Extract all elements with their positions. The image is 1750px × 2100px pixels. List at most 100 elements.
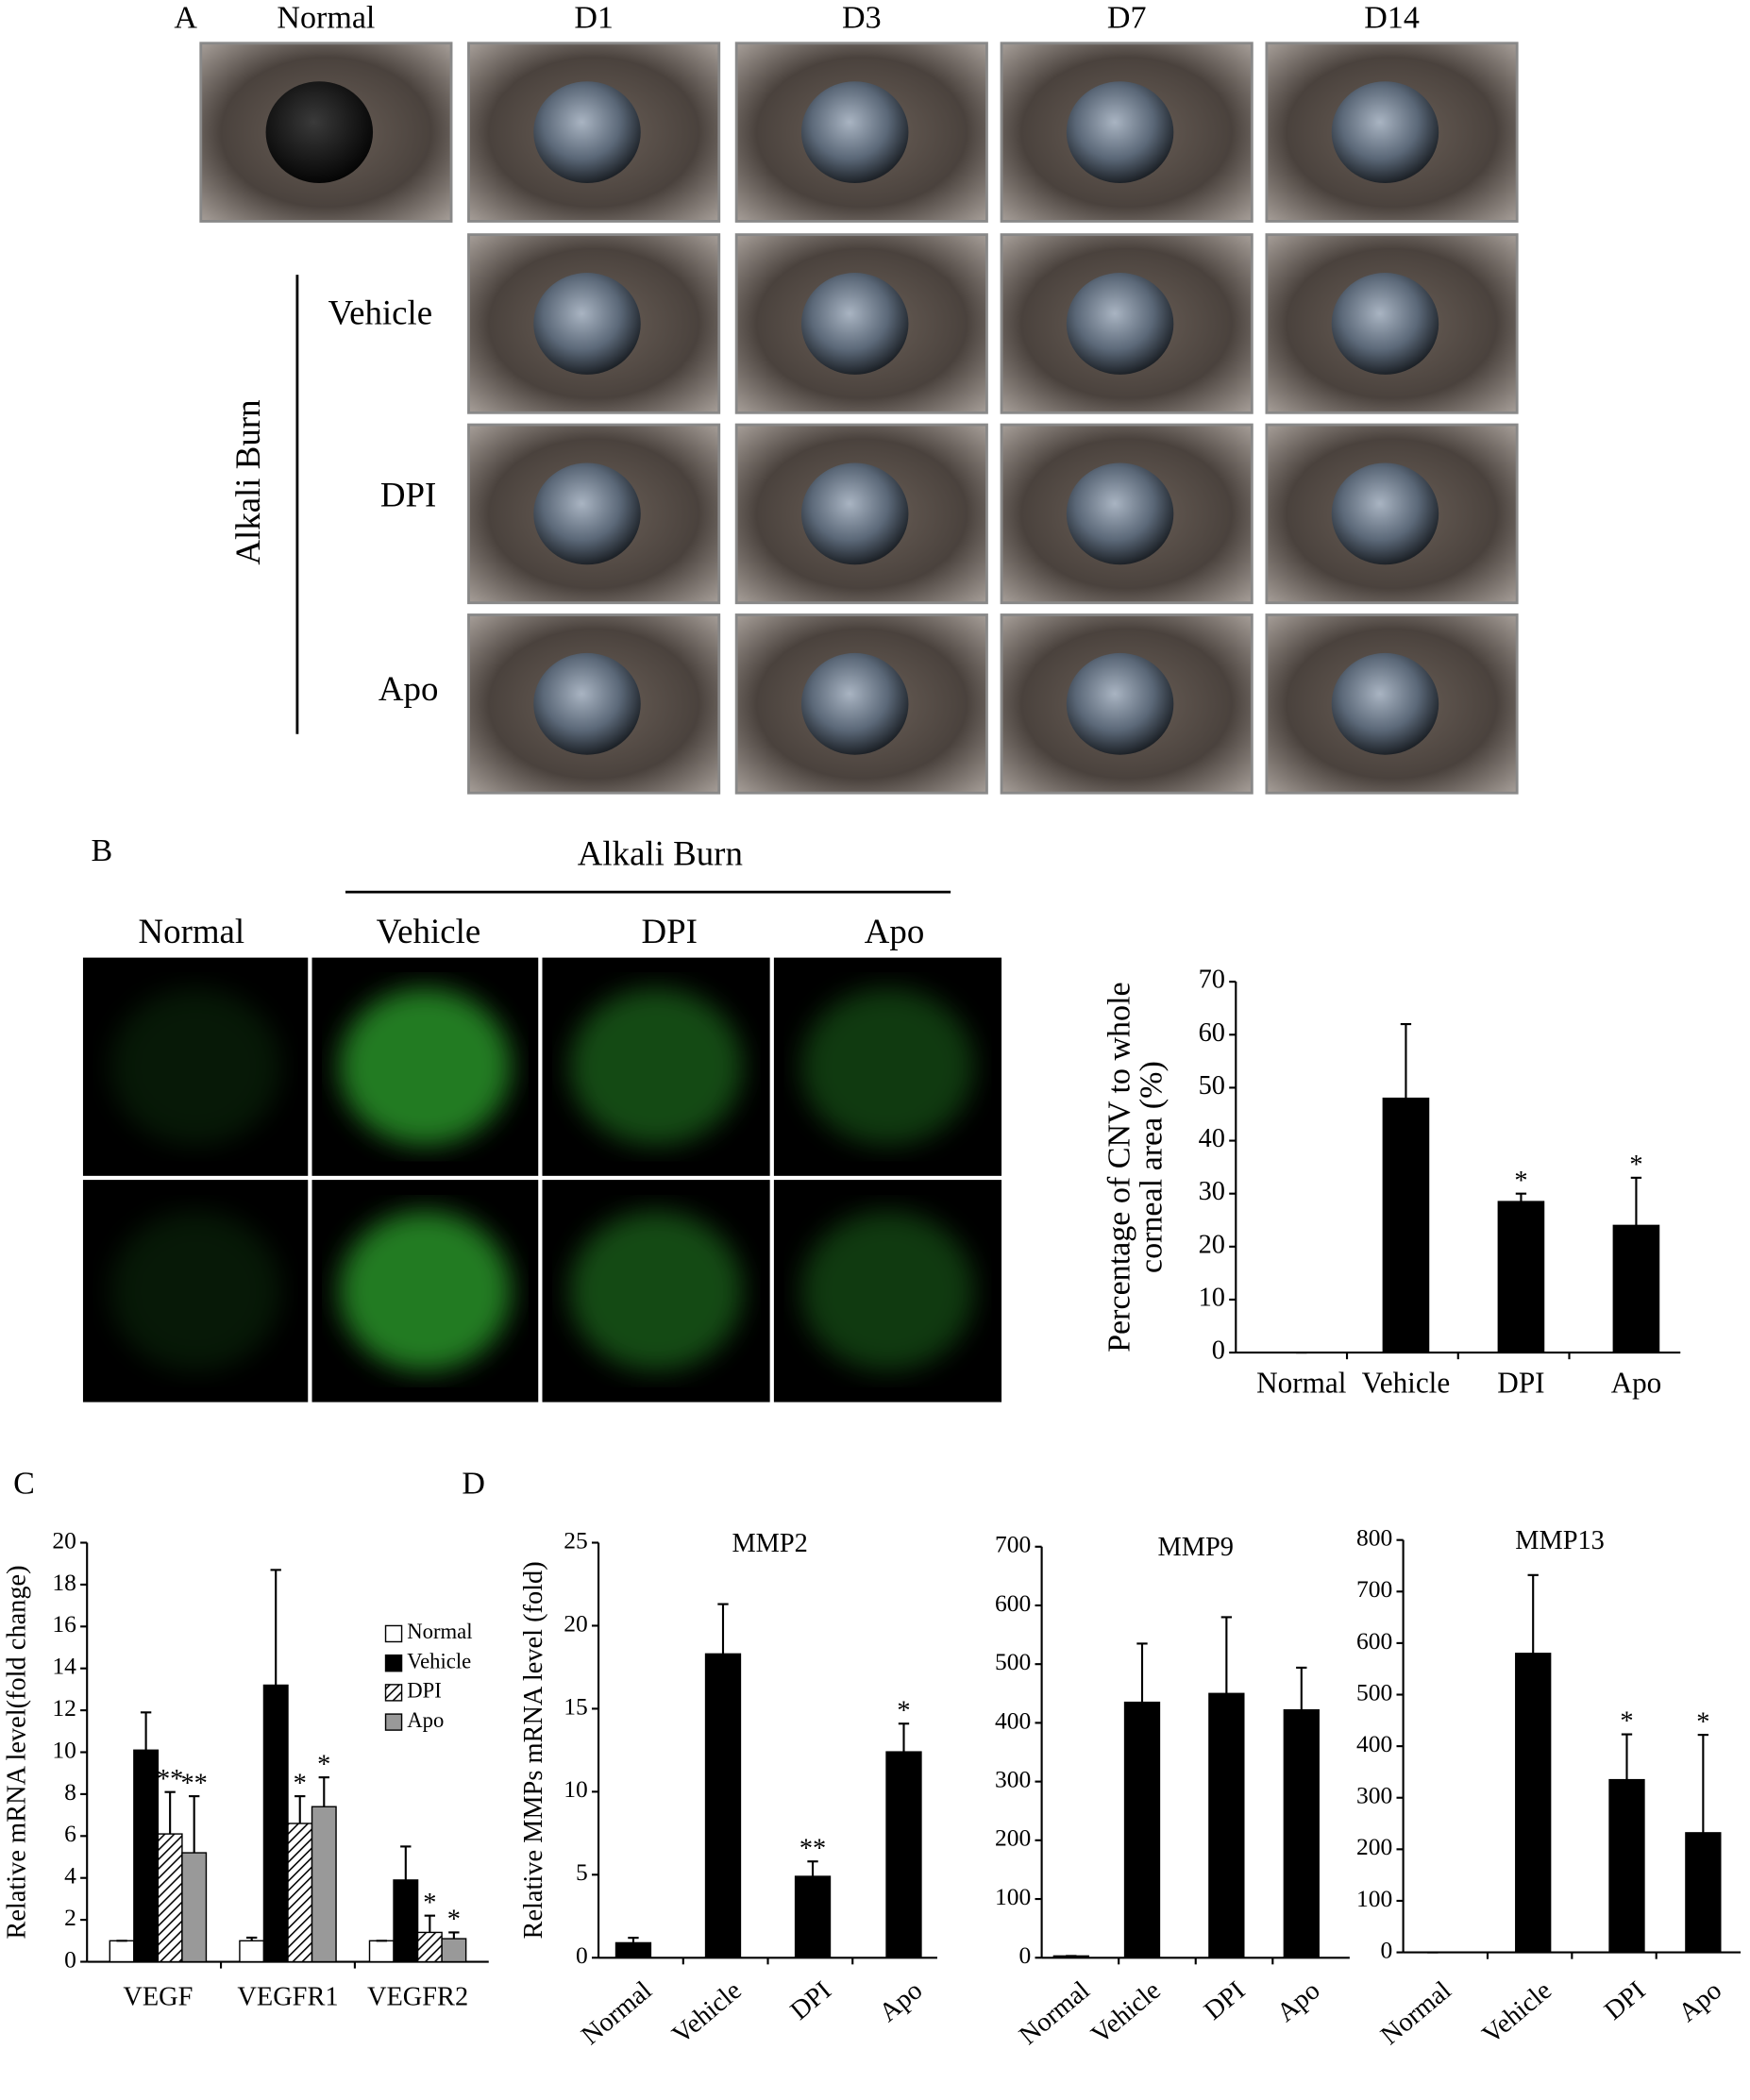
x-tick-label: Normal [1014, 1975, 1095, 2051]
y-tick-label: 100 [995, 1883, 1031, 1910]
y-tick-label: 700 [995, 1531, 1031, 1558]
bar [393, 1879, 419, 1963]
x-tick-label: VEGFR1 [237, 1983, 338, 2012]
bar [311, 1806, 337, 1963]
y-tick-label: 600 [1356, 1627, 1392, 1655]
panel-label: A [174, 0, 197, 35]
x-tick-label: Normal [1256, 1367, 1347, 1400]
photo [1000, 423, 1254, 605]
x-tick-label: Vehicle [667, 1975, 748, 2049]
eye [800, 81, 909, 184]
y-tick-label: 200 [1356, 1833, 1392, 1860]
significance: * [447, 1906, 461, 1935]
panel-label: B [91, 833, 112, 868]
x-tick-label: Normal [576, 1975, 657, 2051]
column-header: Normal [277, 0, 375, 35]
y-tick-label: 10 [52, 1736, 76, 1763]
y-tick-label: 2 [64, 1904, 76, 1931]
fluorescence [800, 1211, 975, 1371]
y-tick-label: 400 [995, 1706, 1031, 1734]
legend-swatch [384, 1624, 403, 1643]
eye [533, 462, 641, 565]
bar [1612, 1224, 1660, 1353]
panel-label: D [462, 1467, 485, 1502]
eye [533, 652, 641, 755]
chart-title: MMP2 [732, 1529, 807, 1558]
eye [1066, 652, 1174, 755]
legend-swatch [384, 1654, 403, 1672]
eye [265, 81, 374, 184]
bar [1208, 1692, 1245, 1958]
bar [157, 1833, 183, 1963]
eye [533, 81, 641, 184]
y-tick-label: 6 [64, 1820, 76, 1847]
fluorescence [569, 987, 743, 1146]
y-tick-label: 14 [52, 1653, 76, 1680]
significance: ** [181, 1769, 208, 1798]
eye [1066, 273, 1174, 375]
y-tick-label: 4 [64, 1862, 76, 1890]
photos [82, 42, 1519, 1403]
column-header: Apo [865, 912, 925, 950]
y-tick-label: 0 [1018, 1941, 1031, 1969]
fluorescence [109, 1211, 281, 1371]
row-label: Apo [379, 669, 439, 708]
group-label: Alkali Burn [578, 834, 743, 873]
y-tick-label: 200 [995, 1824, 1031, 1852]
legend-label: Vehicle [407, 1649, 471, 1672]
y-tick-label: 60 [1199, 1018, 1225, 1048]
y-axis-label: Relative mRNA level(fold change) [2, 1565, 31, 1939]
x-tick-label: Apo [1271, 1975, 1325, 2027]
x-tick-label: Apo [1674, 1975, 1727, 2027]
bar [1283, 1709, 1320, 1958]
y-tick-label: 300 [1356, 1782, 1392, 1809]
eye [1331, 652, 1439, 755]
bar [1608, 1778, 1645, 1954]
significance: ** [157, 1765, 183, 1794]
fluorescence [800, 987, 975, 1146]
legend-label: Normal [407, 1620, 472, 1643]
bar [794, 1875, 832, 1958]
x-tick-label: Apo [874, 1975, 928, 2027]
y-tick-label: 500 [995, 1648, 1031, 1675]
x-tick-label: DPI [785, 1975, 837, 2025]
bar [368, 1940, 395, 1963]
y-tick-label: 20 [564, 1609, 588, 1637]
significance: * [1696, 1707, 1709, 1737]
column-header: D14 [1364, 0, 1420, 35]
y-tick-label: 70 [1199, 966, 1225, 995]
significance: * [423, 1889, 436, 1918]
x-tick-label: DPI [1497, 1367, 1544, 1400]
y-tick-label: 0 [1380, 1936, 1392, 1963]
column-header: Vehicle [377, 912, 481, 950]
bar [287, 1823, 313, 1963]
y-axis-label: Relative MMPs mRNA level (fold) [519, 1561, 548, 1939]
x-tick-label: Vehicle [1362, 1367, 1451, 1400]
y-tick-label: 600 [995, 1589, 1031, 1617]
y-tick-label: 8 [64, 1778, 76, 1806]
chart-title: MMP13 [1515, 1526, 1605, 1555]
bar [109, 1940, 135, 1963]
legend-label: Apo [407, 1708, 444, 1732]
eye [533, 273, 641, 375]
eye [1331, 81, 1439, 184]
eye [800, 462, 909, 565]
fluorescence [339, 987, 512, 1146]
fluorescence [109, 987, 281, 1146]
bar [1497, 1201, 1545, 1353]
y-tick-label: 700 [1356, 1575, 1392, 1603]
bar [416, 1931, 443, 1963]
bar [1685, 1832, 1722, 1954]
y-tick-label: 15 [564, 1692, 588, 1720]
y-tick-label: 50 [1199, 1071, 1225, 1100]
y-tick-label: 30 [1199, 1177, 1225, 1206]
eye [1066, 81, 1174, 184]
eye [1331, 273, 1439, 375]
bar [1382, 1097, 1430, 1353]
x-tick-label: Vehicle [1086, 1975, 1167, 2049]
x-tick-label: Normal [1375, 1975, 1456, 2051]
x-tick-label: DPI [1199, 1975, 1251, 2025]
chart-title: MMP9 [1158, 1533, 1234, 1562]
